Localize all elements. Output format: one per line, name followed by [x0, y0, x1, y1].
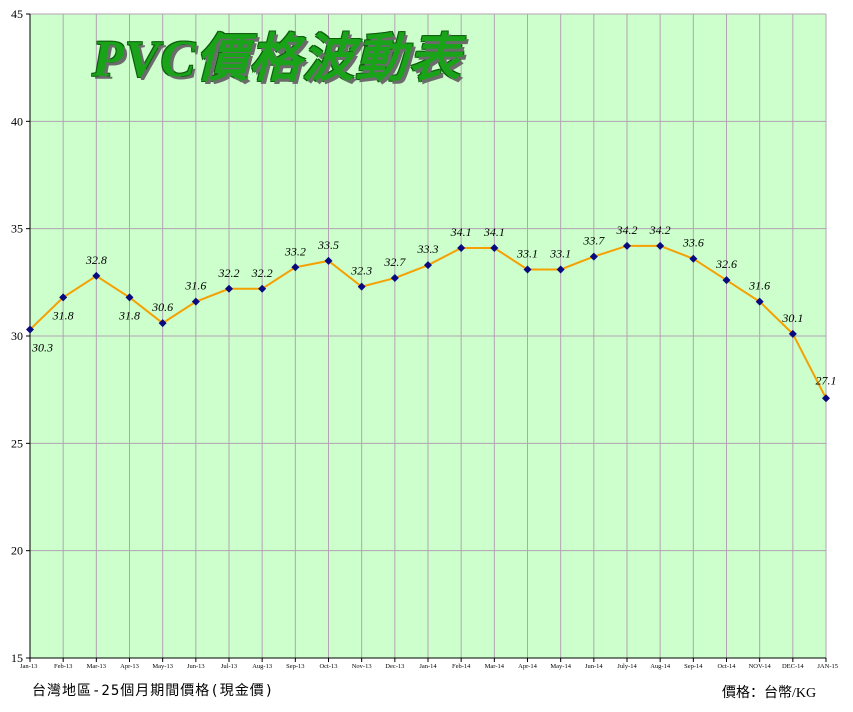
x-tick-label: JAN-15 — [817, 663, 838, 670]
x-tick-label: Apr-13 — [120, 663, 139, 670]
data-point — [490, 243, 499, 252]
x-tick-label: Feb-14 — [452, 663, 471, 670]
data-point — [59, 293, 68, 302]
data-point — [589, 252, 598, 261]
data-point — [788, 329, 797, 338]
data-point — [125, 293, 134, 302]
data-point — [623, 241, 631, 250]
x-tick-label: Sep-14 — [684, 663, 703, 670]
data-point — [755, 297, 764, 306]
data-point — [191, 297, 200, 306]
data-label: 33.1 — [516, 246, 538, 260]
x-tick-label: Mar-14 — [485, 663, 505, 670]
data-point — [357, 282, 366, 291]
data-label: 33.2 — [284, 244, 306, 258]
data-label: 34.2 — [649, 223, 671, 237]
x-tick-label: Jun-14 — [585, 663, 603, 670]
unit-note: 價格：台幣/KG — [722, 686, 817, 701]
data-point — [390, 274, 399, 283]
data-labels: 30.3 31.8 32.8 31.8 30.6 31.6 32.2 32.2 33.2 33.5… — [31, 223, 837, 387]
data-label: 33.5 — [317, 238, 339, 252]
y-tick-labels: 15 20 25 30 35 40 45 — [11, 7, 23, 665]
y-tick-label: 15 — [11, 651, 23, 665]
data-label: 31.8 — [52, 308, 74, 322]
x-tick-label: Jan-13 — [20, 663, 37, 670]
data-label: 32.6 — [715, 257, 737, 271]
y-tick-label: 30 — [11, 329, 23, 343]
data-point — [424, 261, 432, 270]
x-tick-label: May-14 — [550, 663, 571, 670]
x-tick-label: DEC-14 — [782, 663, 804, 670]
data-label: 34.2 — [616, 223, 638, 237]
data-point — [225, 284, 233, 293]
data-point — [689, 254, 698, 263]
data-markers — [26, 241, 830, 403]
y-tick-label: 40 — [11, 114, 23, 128]
y-tick-label: 25 — [11, 436, 23, 450]
data-label: 34.1 — [483, 225, 505, 239]
data-point — [523, 265, 532, 274]
data-label: 33.3 — [417, 242, 439, 256]
x-tick-label: Aug-13 — [252, 663, 272, 670]
footer-note: 台灣地區-25個月期間價格(現金價) — [32, 683, 275, 699]
axes — [26, 13, 827, 662]
x-tick-labels: Jan-13 Feb-13 Mar-13 Apr-13 May-13 Jun-13 Jul-… — [20, 663, 838, 670]
data-label: 32.2 — [218, 266, 240, 280]
x-tick-label: Apr-14 — [518, 663, 537, 670]
data-label: 31.6 — [184, 279, 206, 293]
x-tick-label: Oct-13 — [319, 663, 337, 670]
data-point — [457, 243, 466, 252]
data-point — [324, 256, 333, 265]
data-label: 32.2 — [251, 266, 273, 280]
data-point — [822, 394, 830, 403]
data-label: 30.3 — [31, 341, 53, 355]
x-tick-label: NOV-14 — [749, 663, 772, 670]
x-tick-label: May-13 — [152, 663, 173, 670]
data-label: 32.7 — [383, 255, 406, 269]
y-tick-label: 45 — [11, 7, 23, 21]
chart-title-text: PVC價格波動表 — [92, 31, 462, 88]
data-label: 33.6 — [682, 236, 704, 250]
data-point — [722, 276, 731, 285]
x-tick-label: Jun-13 — [187, 663, 205, 670]
x-tick-label: Aug-14 — [650, 663, 671, 670]
data-label: 30.6 — [151, 300, 173, 314]
data-point — [92, 271, 101, 280]
data-point — [556, 265, 565, 274]
x-tick-label: Jan-14 — [419, 663, 437, 670]
data-label: 33.7 — [582, 234, 605, 248]
x-tick-label: July-14 — [617, 663, 637, 670]
data-label: 30.1 — [781, 311, 803, 325]
data-point — [656, 241, 665, 250]
x-tick-label: Sep-13 — [286, 663, 304, 670]
y-tick-label: 20 — [11, 544, 23, 558]
data-label: 32.8 — [85, 253, 107, 267]
x-tick-label: Feb-13 — [54, 663, 72, 670]
data-label: 34.1 — [450, 225, 472, 239]
data-point — [158, 319, 167, 328]
x-tick-label: Nov-13 — [352, 663, 372, 670]
data-label: 31.6 — [748, 279, 770, 293]
data-label: 31.8 — [118, 308, 140, 322]
x-tick-label: Jul-13 — [221, 663, 237, 670]
data-label: 33.1 — [549, 246, 571, 260]
y-tick-label: 35 — [11, 222, 23, 236]
gridlines — [30, 13, 827, 659]
x-tick-label: Dec-13 — [385, 663, 404, 670]
x-tick-label: Oct-14 — [717, 663, 736, 670]
chart-title: PVC價格波動表 — [92, 16, 461, 91]
data-point — [291, 263, 300, 272]
x-tick-label: Mar-13 — [87, 663, 106, 670]
data-label: 32.3 — [350, 264, 372, 278]
data-point — [26, 325, 34, 334]
data-label: 27.1 — [816, 373, 837, 387]
data-point — [258, 284, 267, 293]
